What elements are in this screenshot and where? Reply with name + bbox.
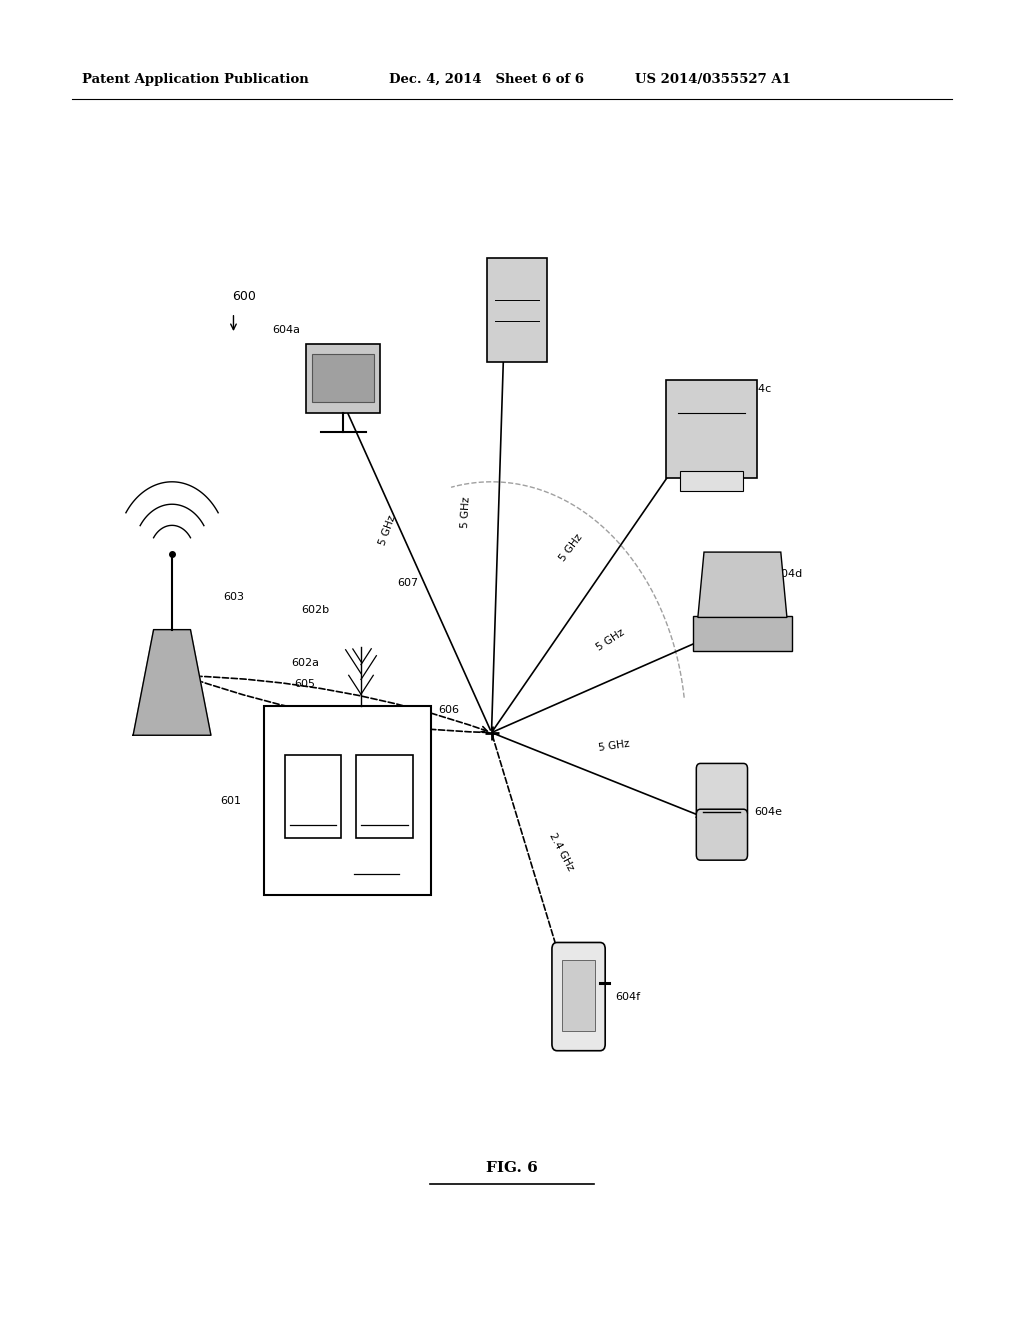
Text: 604f: 604f xyxy=(615,991,640,1002)
Text: 604c: 604c xyxy=(744,384,771,395)
Text: 608: 608 xyxy=(366,855,388,866)
Text: 606: 606 xyxy=(438,705,459,715)
FancyBboxPatch shape xyxy=(562,960,595,1031)
FancyBboxPatch shape xyxy=(312,354,374,401)
FancyBboxPatch shape xyxy=(264,706,431,895)
FancyBboxPatch shape xyxy=(356,755,413,838)
Text: 609: 609 xyxy=(301,792,325,801)
Text: 603: 603 xyxy=(223,591,245,602)
FancyBboxPatch shape xyxy=(696,763,748,817)
FancyBboxPatch shape xyxy=(285,755,341,838)
Text: 610: 610 xyxy=(373,792,396,801)
Text: 5 GHz: 5 GHz xyxy=(558,532,585,564)
Text: 5 GHz: 5 GHz xyxy=(377,515,397,546)
FancyBboxPatch shape xyxy=(666,380,757,478)
Text: 604b: 604b xyxy=(503,259,531,269)
Text: Dec. 4, 2014   Sheet 6 of 6: Dec. 4, 2014 Sheet 6 of 6 xyxy=(389,73,584,86)
FancyBboxPatch shape xyxy=(680,471,743,491)
Text: 604e: 604e xyxy=(754,807,782,817)
Polygon shape xyxy=(133,630,211,735)
Text: 604d: 604d xyxy=(774,569,803,579)
FancyBboxPatch shape xyxy=(552,942,605,1051)
FancyBboxPatch shape xyxy=(692,616,793,651)
Text: Patent Application Publication: Patent Application Publication xyxy=(82,73,308,86)
Text: 601: 601 xyxy=(220,796,242,805)
Text: 5 GHz: 5 GHz xyxy=(460,496,472,528)
FancyBboxPatch shape xyxy=(487,259,547,362)
Text: 5 GHz: 5 GHz xyxy=(595,627,626,653)
Text: 602a: 602a xyxy=(291,657,319,668)
Text: 604a: 604a xyxy=(272,325,301,335)
Text: FIG. 6: FIG. 6 xyxy=(486,1162,538,1175)
FancyBboxPatch shape xyxy=(306,343,380,412)
Polygon shape xyxy=(698,552,786,618)
Text: 605: 605 xyxy=(295,678,315,689)
FancyBboxPatch shape xyxy=(696,809,748,861)
Text: 600: 600 xyxy=(231,290,256,304)
Text: 5 GHz: 5 GHz xyxy=(598,739,631,752)
Text: 607: 607 xyxy=(397,578,418,589)
Text: 602b: 602b xyxy=(301,605,330,615)
Text: 2.4 GHz: 2.4 GHz xyxy=(547,830,575,873)
Text: US 2014/0355527 A1: US 2014/0355527 A1 xyxy=(635,73,791,86)
